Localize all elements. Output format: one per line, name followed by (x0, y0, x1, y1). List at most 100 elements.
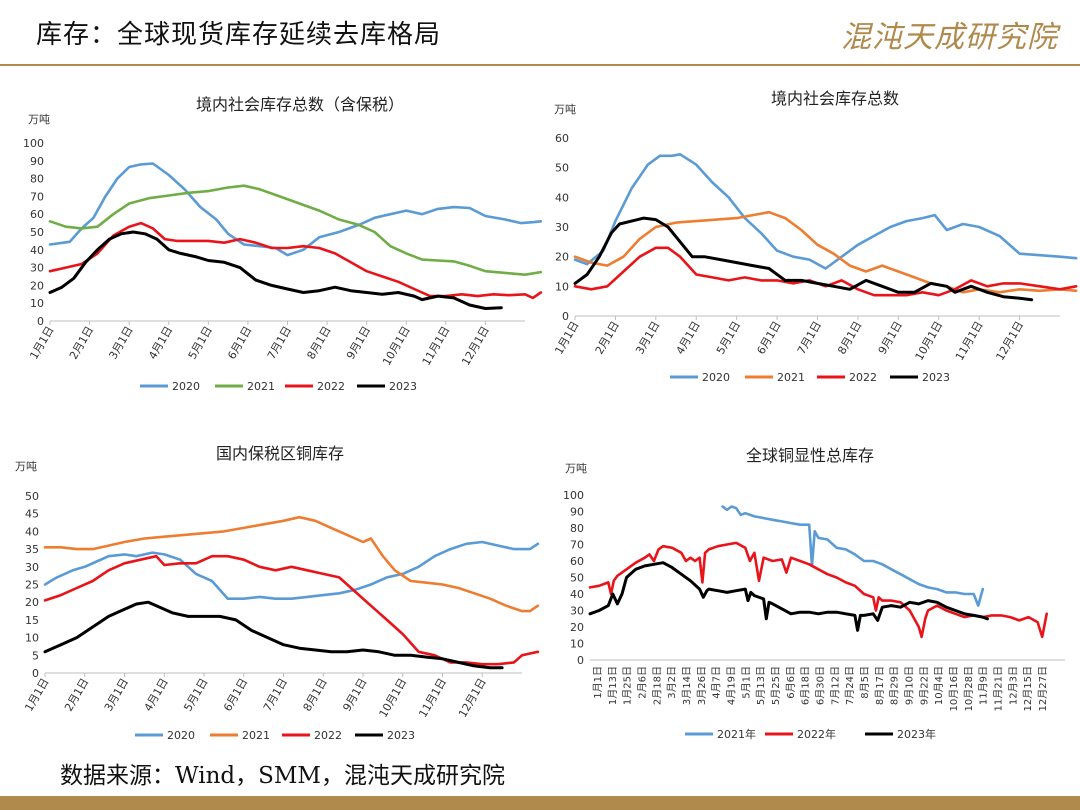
y-tick-label: 60 (30, 208, 44, 221)
y-axis-unit: 万吨 (15, 460, 37, 473)
x-tick-label: 12月1日 (459, 324, 492, 368)
x-tick-label: 9月22日 (918, 666, 930, 705)
y-tick-label: 90 (30, 155, 44, 168)
y-tick-label: 100 (563, 489, 584, 502)
series-line-2023年 (588, 561, 989, 632)
legend-label: 2021 (777, 371, 805, 384)
legend-label: 2021年 (717, 727, 756, 741)
x-tick-label: 8月5日 (859, 666, 871, 699)
y-tick-label: 10 (30, 297, 44, 310)
series-line-2023 (48, 230, 503, 310)
legend-label: 2020 (702, 371, 730, 384)
x-tick-label: 12月1日 (993, 319, 1026, 363)
x-tick-label: 1月1日 (22, 676, 51, 714)
chart-title: 境内社会库存总数（含保税） (196, 95, 404, 114)
y-tick-label: 90 (570, 506, 584, 519)
y-tick-label: 40 (555, 191, 569, 204)
y-axis-unit: 万吨 (565, 462, 587, 475)
x-tick-label: 4月1日 (146, 324, 175, 362)
y-tick-label: 80 (30, 173, 44, 186)
series-line-2020 (573, 153, 1078, 270)
y-tick-label: 20 (30, 279, 44, 292)
legend-label: 2022 (314, 729, 342, 742)
chart-title: 全球铜显性总库存 (746, 446, 874, 465)
x-tick-label: 10月1日 (913, 319, 946, 363)
legend-label: 2020 (167, 729, 195, 742)
y-tick-label: 50 (570, 572, 584, 585)
x-tick-label: 7月1日 (265, 324, 294, 362)
series-line-2021 (48, 184, 543, 276)
series-line-2022 (573, 246, 1078, 297)
y-tick-label: 45 (25, 508, 39, 521)
y-tick-label: 30 (570, 605, 584, 618)
x-tick-label: 6月1日 (754, 319, 783, 357)
legend-label: 2023 (387, 729, 415, 742)
x-tick-label: 6月1日 (225, 324, 254, 362)
x-tick-label: 8月1日 (304, 324, 333, 362)
y-tick-label: 0 (562, 310, 569, 323)
y-tick-label: 80 (570, 522, 584, 535)
legend-label: 2020 (172, 380, 200, 393)
y-tick-label: 70 (30, 190, 44, 203)
chart-domestic-inventory-incl-bonded: 境内社会库存总数（含保税） 万吨 0 10 20 30 40 50 60 70 80 90 100 1月1… (23, 95, 543, 393)
series-line-2023 (43, 600, 504, 670)
header-rule (0, 64, 1080, 66)
y-tick-label: 50 (555, 162, 569, 175)
series-line-2022 (48, 221, 543, 300)
x-tick-label: 2月1日 (62, 676, 91, 714)
y-tick-label: 0 (37, 315, 44, 328)
x-tick-label: 7月1日 (795, 319, 824, 357)
series-line-2023 (573, 216, 1034, 302)
legend-label: 2021 (247, 380, 275, 393)
x-tick-label: 1月1日 (552, 319, 581, 357)
x-tick-label: 8月17日 (874, 666, 886, 705)
legend-label: 2022 (849, 371, 877, 384)
y-tick-label: 30 (555, 221, 569, 234)
y-tick-label: 20 (555, 251, 569, 264)
x-tick-label: 1月13日 (607, 666, 619, 705)
y-tick-label: 10 (25, 632, 39, 645)
y-tick-label: 5 (32, 649, 39, 662)
footer-bar (0, 796, 1080, 810)
x-tick-label: 5月1日 (181, 676, 210, 714)
y-tick-label: 60 (570, 555, 584, 568)
chart-title: 国内保税区铜库存 (216, 444, 344, 463)
x-tick-label: 1月25日 (622, 666, 634, 705)
x-tick-label: 5月25日 (770, 666, 782, 705)
x-tick-label: 10月4日 (933, 666, 945, 705)
brand-logo: 混沌天成研究院 (841, 20, 1058, 55)
y-tick-label: 25 (25, 579, 39, 592)
legend-label: 2023 (922, 371, 950, 384)
x-tick-label: 1月1日 (592, 666, 604, 699)
x-tick-label: 4月7日 (711, 666, 723, 699)
y-tick-label: 60 (555, 132, 569, 145)
x-tick-label: 10月1日 (377, 676, 410, 720)
x-tick-label: 6月1日 (221, 676, 250, 714)
chart-title: 境内社会库存总数 (771, 89, 899, 108)
x-tick-label: 5月13日 (755, 666, 767, 705)
y-axis-unit: 万吨 (554, 103, 576, 116)
legend-label: 2021 (242, 729, 270, 742)
y-axis-unit: 万吨 (28, 113, 50, 126)
x-tick-label: 5月1日 (186, 324, 215, 362)
y-tick-label: 50 (25, 490, 39, 503)
x-tick-label: 12月3日 (1007, 666, 1019, 705)
page-title: 库存：全球现货库存延续去库格局 (36, 20, 442, 50)
y-tick-label: 10 (555, 280, 569, 293)
x-tick-label: 7月1日 (261, 676, 290, 714)
series-line-2022 (43, 554, 540, 666)
x-tick-label: 5月1日 (740, 666, 752, 699)
legend-label: 2022 (317, 380, 345, 393)
y-tick-label: 0 (577, 654, 584, 667)
x-tick-label: 8月29日 (889, 666, 901, 705)
x-tick-label: 12月27日 (1037, 666, 1049, 711)
series-line-2020 (43, 540, 540, 600)
x-tick-label: 3月1日 (107, 324, 136, 362)
x-tick-label: 11月1日 (420, 324, 453, 368)
x-tick-label: 8月1日 (835, 319, 864, 357)
x-tick-label: 11月1日 (416, 676, 449, 720)
series-line-2021年 (721, 505, 985, 607)
x-tick-label: 6月18日 (800, 666, 812, 705)
